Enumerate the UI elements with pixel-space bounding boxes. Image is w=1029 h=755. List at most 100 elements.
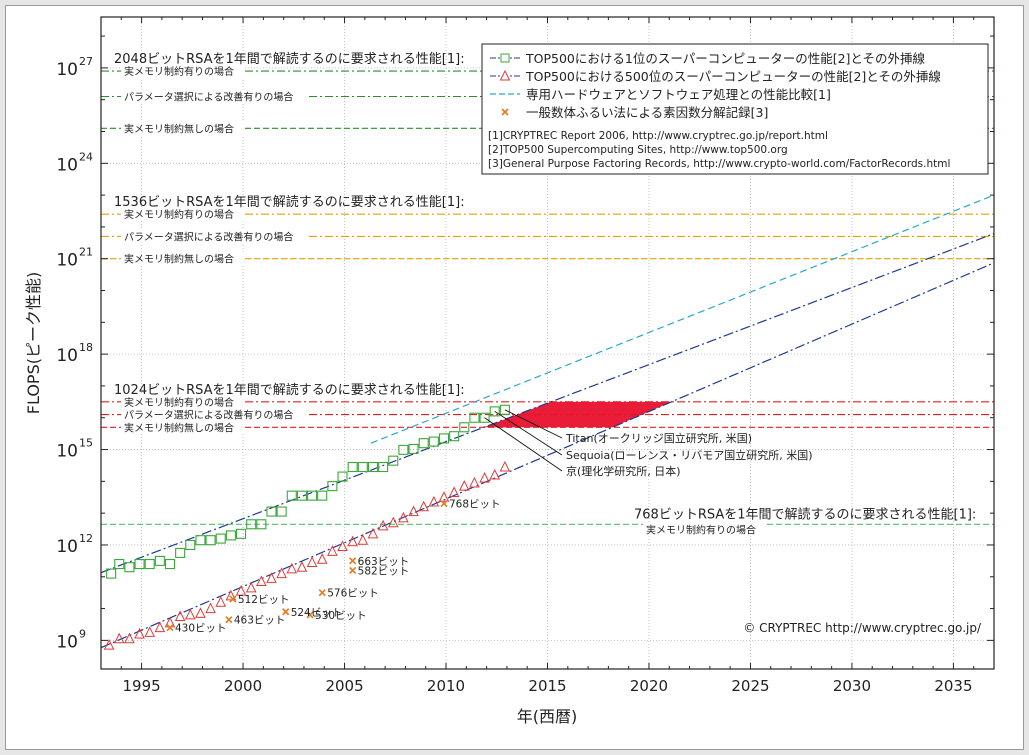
point-top500 [144, 626, 156, 637]
x-tick-label: 2005 [325, 677, 363, 695]
point-top500 [266, 572, 277, 583]
threshold-label-bg [121, 420, 244, 435]
point-top500 [306, 556, 318, 567]
annotation-leader [484, 417, 563, 472]
threshold-level-label: 実メモリ制約有りの場合 [124, 396, 234, 409]
annotation-label: 京(理化学研究所, 日本) [566, 464, 681, 478]
point-top1 [398, 444, 409, 455]
point-top1 [215, 533, 226, 544]
threshold-level-label: 実メモリ制約無しの場合 [124, 122, 234, 135]
point-top500 [479, 472, 490, 483]
point-top500 [276, 567, 287, 579]
legend-marker-square [500, 53, 510, 63]
point-top500 [286, 562, 298, 574]
y-tick-label: 10 [56, 346, 78, 366]
point-top500 [134, 627, 145, 639]
point-top1 [449, 431, 460, 442]
legend-marker-x [501, 108, 509, 116]
legend-entry-label: 一般数体ふるい法による素因数分解記録[3] [526, 105, 768, 120]
point-top500 [357, 534, 369, 545]
threshold-level-label: 実メモリ制約有りの場合 [124, 208, 234, 221]
x-tick-label: 2035 [934, 677, 972, 695]
point-top1 [205, 535, 216, 546]
legend-reference: [1]CRYPTREC Report 2006, http://www.cryp… [488, 130, 828, 142]
legend-reference: [2]TOP500 Supercomputing Sites, http://w… [488, 144, 788, 156]
point-top500 [184, 608, 196, 620]
point-top1 [469, 412, 480, 423]
threshold-level-label: 実メモリ制約無しの場合 [124, 253, 234, 266]
factoring-label: 530ビット [315, 610, 367, 622]
point-top1 [134, 558, 145, 570]
point-top1 [144, 558, 155, 570]
threshold-label-bg [121, 407, 308, 422]
x-tick-label: 2015 [528, 677, 566, 695]
point-top1 [266, 506, 277, 517]
point-top1 [337, 471, 348, 482]
point-top1 [256, 519, 267, 530]
threshold-label-bg [643, 522, 766, 537]
point-factoring [349, 566, 357, 574]
point-top500 [337, 540, 348, 552]
point-top500 [469, 476, 480, 488]
point-top1 [378, 461, 389, 473]
legend-box [481, 43, 989, 175]
point-top1 [225, 530, 236, 541]
threshold-level-label: パラメータ選択による改善有りの場合 [124, 91, 293, 104]
y-tick-label: 10 [56, 60, 78, 80]
point-top1 [347, 461, 358, 473]
point-top500 [225, 589, 237, 601]
legend-entry-label: TOP500における1位のスーパーコンピューターの性能[2]とその外挿線 [525, 51, 926, 66]
point-top1 [499, 404, 510, 415]
point-top500 [438, 491, 450, 502]
y-tick-label: 10 [56, 155, 78, 175]
y-tick-exponent: 12 [79, 532, 93, 545]
threshold-label-bg [121, 121, 244, 136]
point-top1 [164, 558, 176, 570]
point-top500 [113, 632, 125, 644]
point-top1 [438, 433, 450, 444]
point-top500 [418, 500, 430, 512]
point-top500 [195, 607, 206, 618]
threshold-title: 2048ビットRSAを1年間で解読するのに要求される性能[1]: [114, 51, 465, 67]
point-top1 [286, 490, 297, 501]
legend-entry-label: TOP500における500位のスーパーコンピューターの性能[2]とその外挿線 [525, 69, 941, 84]
point-top1 [459, 422, 470, 433]
factoring-label: 512ビット [238, 594, 290, 606]
y-tick-exponent: 21 [79, 246, 93, 259]
threshold-level-label: 実メモリ制約無しの場合 [124, 421, 234, 434]
point-top500 [367, 527, 379, 539]
y-tick-exponent: 27 [79, 55, 93, 68]
legend-marker-triangle [499, 69, 511, 81]
point-factoring [318, 589, 326, 597]
factoring-label: 663ビット [358, 556, 410, 568]
point-factoring [166, 624, 174, 632]
point-top500 [327, 545, 338, 556]
trend-line [101, 233, 994, 574]
point-top500 [499, 460, 511, 472]
point-top1 [367, 461, 379, 473]
point-top1 [114, 558, 125, 570]
threshold-label-bg [121, 394, 244, 409]
point-top1 [276, 506, 287, 517]
highlight-band [483, 401, 672, 428]
point-top500 [489, 468, 501, 480]
point-factoring [349, 557, 357, 565]
point-top500 [387, 516, 399, 528]
x-tick-label: 2025 [731, 677, 769, 695]
point-top500 [316, 553, 328, 564]
threshold-title: 1024ビットRSAを1年間で解読するのに要求される性能[1]: [114, 382, 465, 398]
y-tick-label: 10 [56, 632, 78, 652]
point-top1 [307, 490, 318, 501]
legend-entry-label: 専用ハードウェアとソフトウェア処理との性能比較[1] [526, 87, 831, 102]
point-factoring [282, 608, 290, 616]
point-top1 [479, 412, 490, 423]
point-top1 [124, 562, 135, 573]
point-top1 [106, 568, 117, 579]
point-top500 [205, 602, 216, 614]
factoring-label: 524ビット [291, 607, 343, 619]
point-top500 [458, 480, 470, 491]
band-1024-region [483, 401, 672, 428]
point-top500 [174, 610, 186, 622]
